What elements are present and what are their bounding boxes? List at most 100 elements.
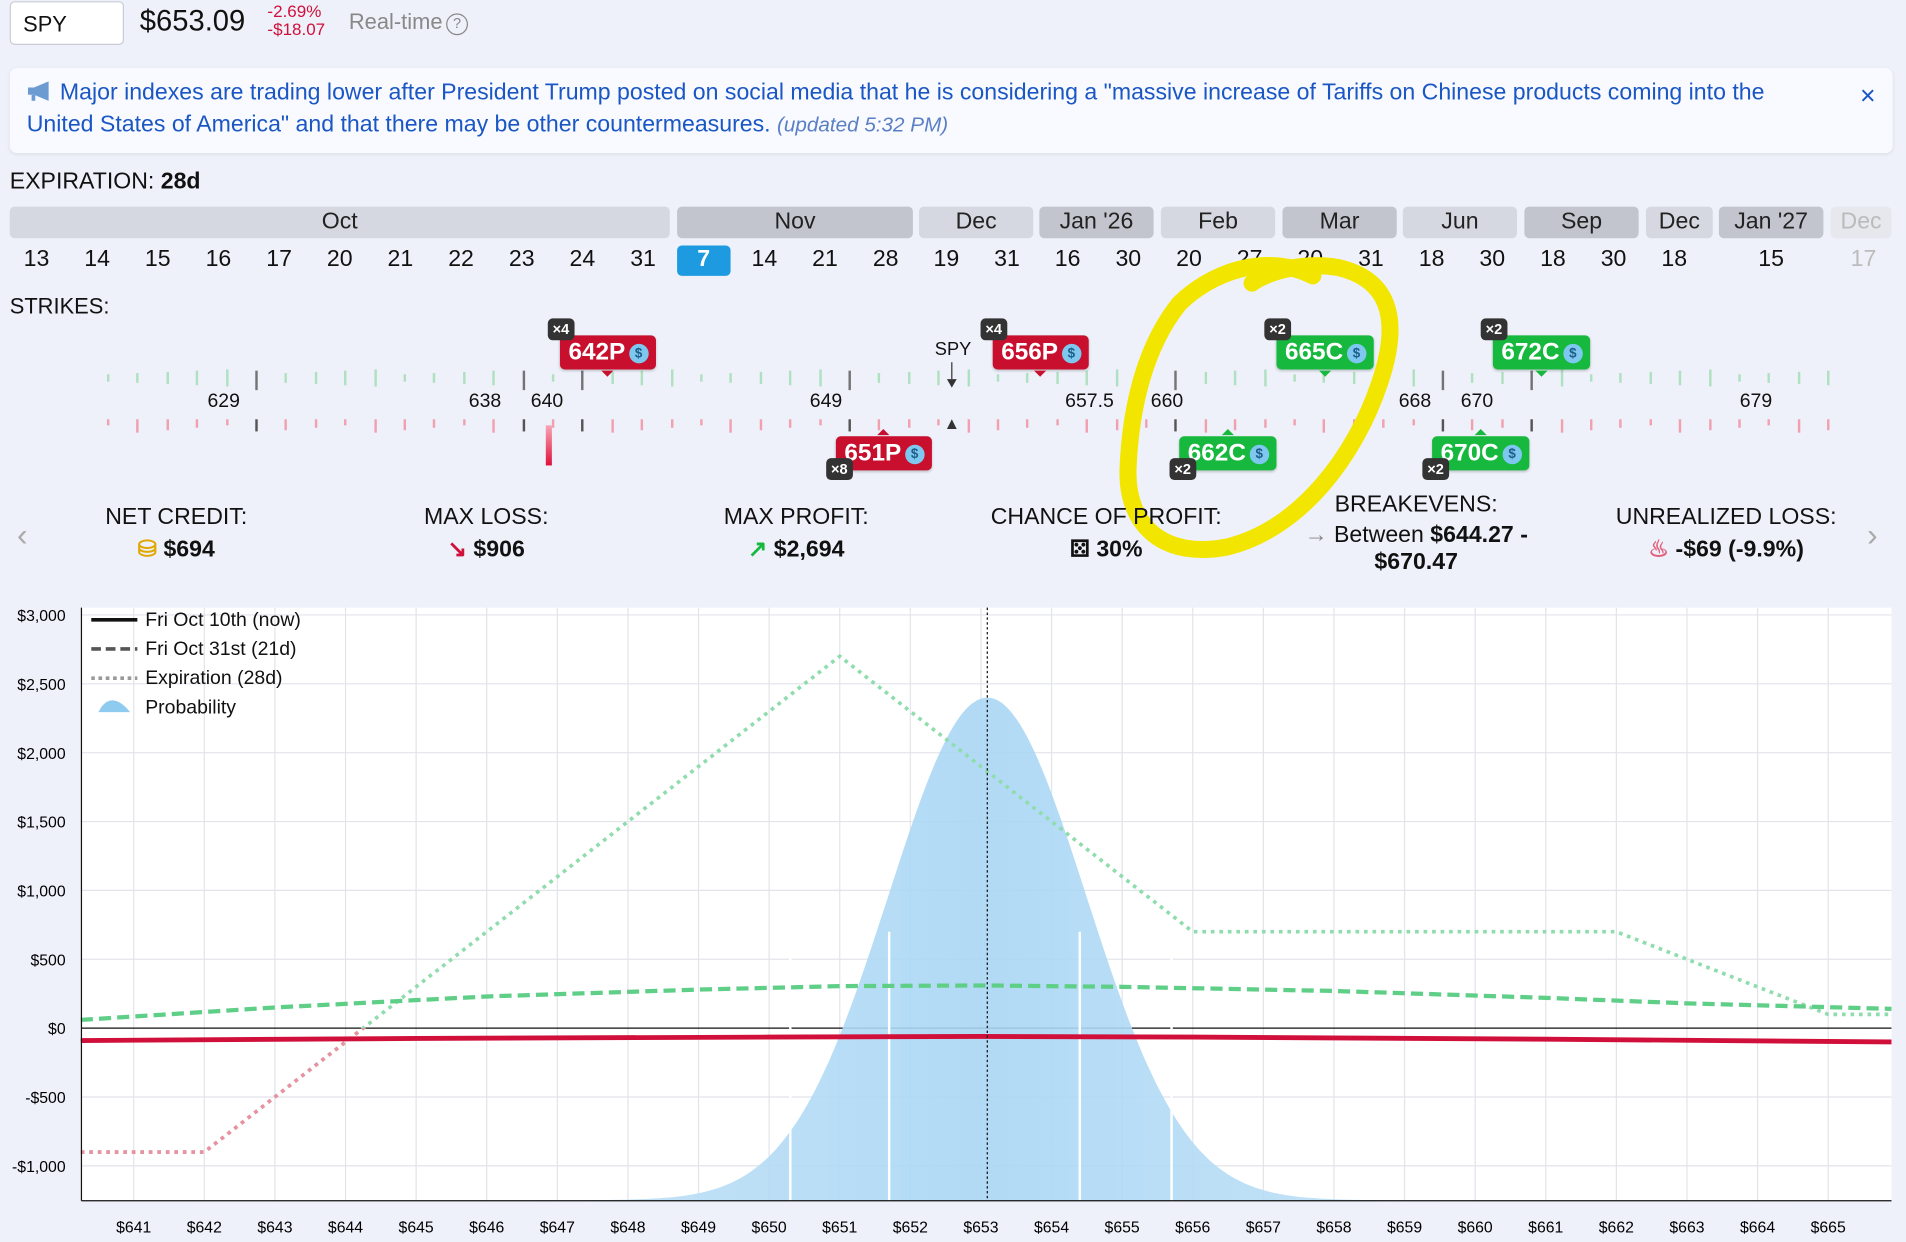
expiration-day[interactable]: 14 — [751, 246, 778, 273]
expiration-day[interactable]: 15 — [144, 246, 171, 273]
expiration-day[interactable]: 18 — [1540, 246, 1566, 273]
expiration-day[interactable]: 7 — [676, 245, 731, 276]
y-tick-label: $500 — [30, 952, 65, 969]
expiration-day[interactable]: 30 — [1479, 246, 1506, 273]
month-5[interactable]: Mar — [1282, 206, 1397, 239]
realtime-label: Real-time? — [349, 10, 469, 36]
put-oi-tick — [1767, 419, 1771, 426]
month-3[interactable]: Jan '26 — [1039, 206, 1154, 239]
expiration-day[interactable]: 21 — [812, 246, 838, 273]
call-oi-tick — [848, 370, 851, 391]
month-4[interactable]: Feb — [1160, 206, 1276, 239]
stat-unrealized-loss: UNREALIZED LOSS: ♨ -$69 (-9.9%) — [1616, 504, 1837, 564]
expiration-day[interactable]: 21 — [387, 246, 414, 273]
expiration-day[interactable]: 28 — [872, 246, 899, 273]
expiration-day[interactable]: 31 — [630, 246, 656, 273]
call-oi-tick — [1085, 370, 1089, 386]
put-oi-tick — [996, 419, 1000, 431]
y-tick-label: $0 — [48, 1021, 66, 1038]
ticker-input[interactable]: SPY — [9, 1, 124, 45]
call-oi-tick — [522, 370, 525, 391]
expiration-day[interactable]: 16 — [205, 246, 232, 273]
x-tick-label: $651 — [822, 1219, 857, 1236]
put-oi-tick — [1738, 419, 1741, 428]
expiration-day[interactable]: 18 — [1418, 246, 1445, 273]
close-icon[interactable]: × — [1860, 80, 1876, 111]
legend-item-probability[interactable]: Probability — [91, 694, 301, 723]
leg-quantity-badge: ×4 — [980, 318, 1007, 341]
dollar-icon[interactable]: $ — [1563, 343, 1583, 364]
expiration-day[interactable]: 23 — [508, 246, 535, 273]
x-tick-label: $652 — [893, 1219, 928, 1236]
month-6[interactable]: Jun — [1402, 206, 1518, 239]
strike-leg-642P[interactable]: 642P $ ×4 — [547, 318, 656, 377]
stat-label: UNREALIZED LOSS: — [1615, 504, 1837, 530]
strike-leg-656P[interactable]: 656P $ ×4 — [980, 318, 1089, 377]
call-oi-tick — [937, 370, 940, 386]
expiration-day[interactable]: 19 — [933, 246, 960, 273]
month-7[interactable]: Sep — [1524, 206, 1639, 239]
call-oi-tick — [1590, 374, 1593, 382]
month-9[interactable]: Jan '27 — [1718, 206, 1824, 239]
x-tick-label: $650 — [752, 1219, 787, 1236]
expiration-day[interactable]: 20 — [326, 246, 353, 273]
expiration-day[interactable]: 30 — [1600, 246, 1627, 273]
dollar-icon[interactable]: $ — [628, 343, 649, 364]
y-tick-label: $2,500 — [17, 677, 66, 694]
expiration-day[interactable]: 30 — [1115, 246, 1142, 273]
month-1[interactable]: Nov — [677, 206, 913, 239]
expiration-day[interactable]: 20 — [1176, 246, 1202, 273]
put-oi-tick — [878, 419, 881, 431]
expiration-day[interactable]: 24 — [569, 246, 596, 273]
put-oi-tick — [1619, 419, 1623, 428]
strike-leg-662C[interactable]: 662C $ ×2 — [1169, 429, 1277, 481]
coins-icon: ⛁ — [137, 537, 158, 563]
stats-next-chevron-icon[interactable]: › — [1867, 516, 1878, 553]
legend-item-21d[interactable]: Fri Oct 31st (21d) — [91, 636, 301, 665]
call-oi-tick — [1412, 369, 1415, 387]
news-updated: (updated 5:32 PM) — [776, 113, 949, 137]
expiration-day[interactable]: 16 — [1054, 246, 1081, 273]
strike-leg-665C[interactable]: 665C $ ×2 — [1264, 318, 1374, 377]
put-oi-large-bar — [545, 425, 552, 466]
expiration-day[interactable]: 22 — [448, 246, 474, 273]
expiration-day[interactable]: 18 — [1661, 246, 1688, 273]
strike-leg-670C[interactable]: 670C $ ×2 — [1422, 429, 1530, 481]
help-icon[interactable]: ? — [446, 13, 469, 36]
month-8[interactable]: Dec — [1645, 206, 1713, 239]
y-tick-label: $3,000 — [17, 608, 66, 625]
put-oi-tick — [225, 419, 229, 426]
put-oi-tick — [195, 419, 199, 428]
expiration-day[interactable]: 17 — [1850, 246, 1877, 273]
dollar-icon[interactable]: $ — [904, 444, 925, 465]
put-oi-tick — [818, 419, 822, 426]
probability-area — [80, 697, 1892, 1201]
month-2[interactable]: Dec — [918, 206, 1034, 239]
current-price: $653.09 — [139, 4, 246, 38]
legend-item-expiration[interactable]: Expiration (28d) — [91, 665, 301, 694]
strike-leg-672C[interactable]: 672C $ ×2 — [1480, 318, 1590, 377]
strikes-label: STRIKES: — [9, 294, 110, 319]
expiration-day[interactable]: 13 — [23, 246, 50, 273]
expiration-day[interactable]: 31 — [994, 246, 1020, 273]
dollar-icon[interactable]: $ — [1061, 343, 1082, 364]
strike-label: 668 — [1398, 391, 1432, 412]
x-tick-label: $643 — [257, 1219, 292, 1236]
dollar-icon[interactable]: $ — [1502, 444, 1522, 465]
month-10[interactable]: Dec — [1830, 206, 1892, 239]
profit-loss-chart[interactable]: $641 $642 $643 $644 $645 $646 $647 $648 $649 $650… — [0, 595, 1906, 1242]
expiration-day[interactable]: 14 — [84, 246, 110, 273]
legend-item-now[interactable]: Fri Oct 10th (now) — [91, 606, 301, 635]
expiration-day[interactable]: 17 — [266, 246, 292, 273]
month-0[interactable]: Oct — [9, 206, 670, 239]
expiration-label: EXPIRATION: 28d — [10, 169, 201, 196]
expiration-day[interactable]: 15 — [1758, 246, 1784, 273]
x-tick-label: $641 — [116, 1219, 151, 1236]
stat-value: $2,694 — [773, 537, 845, 563]
strike-leg-651P[interactable]: 651P $ ×8 — [826, 429, 932, 481]
stats-prev-chevron-icon[interactable]: ‹ — [17, 516, 28, 553]
expiration-value: 28d — [160, 168, 201, 195]
dollar-icon[interactable]: $ — [1249, 444, 1269, 465]
dollar-icon[interactable]: $ — [1346, 343, 1367, 364]
